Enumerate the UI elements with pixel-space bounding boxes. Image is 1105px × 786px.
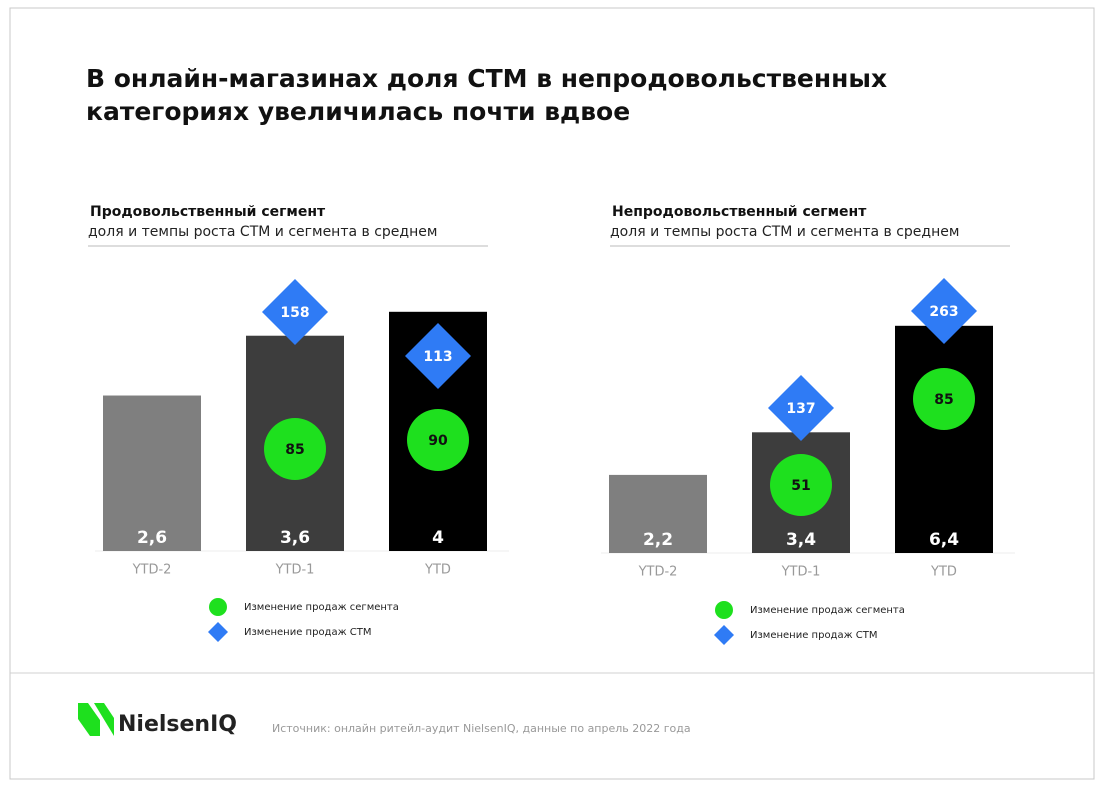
bar-value-label: 3,6 <box>280 528 310 548</box>
stm-label: 263 <box>929 304 958 320</box>
legend-swatch <box>209 598 227 616</box>
segment-marker <box>770 454 832 516</box>
legend-swatch <box>208 622 228 642</box>
segment-label: 85 <box>934 392 953 408</box>
bar-value-label: 3,4 <box>786 530 816 550</box>
legend-swatch <box>714 625 734 645</box>
stm-label: 158 <box>280 305 309 321</box>
logo: NielsenIQ <box>118 712 237 737</box>
bar-value-label: 2,2 <box>643 530 673 550</box>
logo-mark <box>78 703 100 736</box>
page-title: В онлайн-магазинах доля СТМ в непродовол… <box>86 64 888 126</box>
logo-mark <box>94 703 114 736</box>
bar <box>895 325 993 553</box>
segment-label: 85 <box>285 442 304 458</box>
stm-marker <box>911 278 977 344</box>
x-tick-label: YTD-2 <box>638 565 678 580</box>
legend-label: Изменение продаж сегмента <box>750 605 905 616</box>
bar <box>609 474 707 553</box>
segment-label: 90 <box>428 433 448 449</box>
x-tick-label: YTD <box>930 565 957 580</box>
chart-subtitle: доля и темпы роста СТМ и сегмента в сред… <box>88 224 437 240</box>
segment-marker <box>407 409 469 471</box>
x-tick-label: YTD-2 <box>132 563 172 578</box>
segment-marker <box>913 368 975 430</box>
bar-value-label: 6,4 <box>929 530 959 550</box>
bar-value-label: 2,6 <box>137 528 167 548</box>
x-tick-label: YTD-1 <box>275 563 315 578</box>
source: Источник: онлайн ритейл-аудит NielsenIQ,… <box>272 722 691 735</box>
chart-subtitle: доля и темпы роста СТМ и сегмента в сред… <box>610 224 959 240</box>
stm-label: 113 <box>423 349 452 365</box>
stm-label: 137 <box>786 401 815 417</box>
bar <box>103 395 201 551</box>
legend-swatch <box>715 601 733 619</box>
x-tick-label: YTD-1 <box>781 565 821 580</box>
stm-marker <box>768 375 834 441</box>
legend-label: Изменение продаж сегмента <box>244 602 399 613</box>
segment-marker <box>264 418 326 480</box>
stm-marker <box>405 323 471 389</box>
chart-title: Непродовольственный сегмент <box>612 204 867 220</box>
bar-value-label: 4 <box>432 528 444 548</box>
x-tick-label: YTD <box>424 563 451 578</box>
legend-label: Изменение продаж СТМ <box>244 627 372 638</box>
legend-label: Изменение продаж СТМ <box>750 630 878 641</box>
stm-marker <box>262 279 328 345</box>
chart-title: Продовольственный сегмент <box>90 204 326 220</box>
segment-label: 51 <box>791 478 810 494</box>
